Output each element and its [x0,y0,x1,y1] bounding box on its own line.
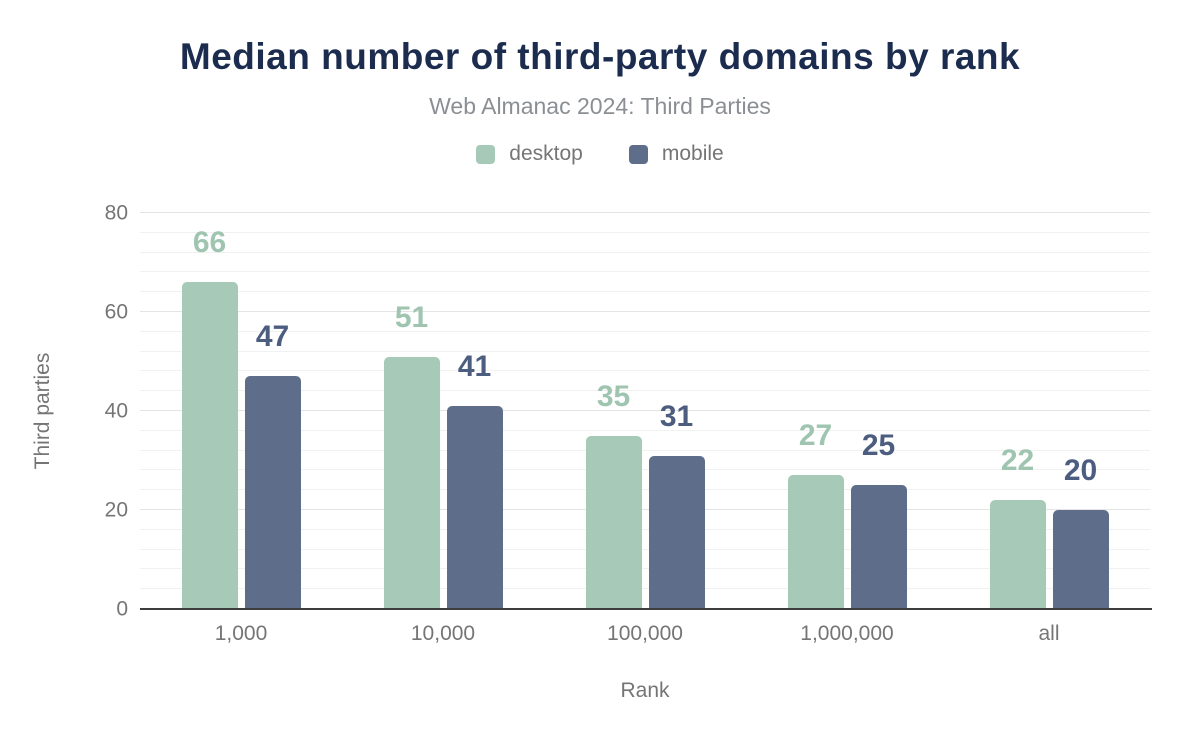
legend-item-mobile: mobile [628,142,724,166]
bar-mobile-all: 20 [1052,456,1109,609]
bar-mobile-100-000: 31 [648,401,705,609]
bar-mobile-1-000-000: 25 [850,431,907,609]
value-label-desktop-1-000: 66 [192,226,227,260]
x-tick-1-000: 1,000 [214,622,268,645]
bar-desktop-10-000: 51 [383,302,440,609]
gridline-major-20 [140,509,1150,510]
value-label-mobile-100-000: 31 [659,399,694,433]
x-tick-10-000: 10,000 [410,622,476,645]
bar-group-1-000-000: 27 25 1,000,000 [746,213,948,645]
legend: desktop mobile [0,142,1200,166]
y-tick-60: 60 [104,300,128,324]
gridline-major-60 [140,311,1150,312]
gridline-minor-76 [140,231,1150,233]
x-axis-title: Rank [620,679,670,702]
gridline-minor-24 [140,489,1150,491]
bar-desktop-100-000: 35 [585,381,642,609]
value-label-mobile-10-000: 41 [457,350,492,384]
gridline-minor-48 [140,370,1150,372]
gridline-major-80 [140,212,1150,213]
gridline-minor-72 [140,251,1150,253]
value-label-mobile-all: 20 [1063,454,1098,487]
value-label-desktop-all: 22 [1000,444,1035,478]
y-axis-ticks: 0 20 40 60 80 [50,203,128,620]
x-tick-100-000: 100,000 [607,622,683,645]
y-tick-80: 80 [104,201,128,225]
y-tick-20: 20 [104,498,128,522]
gridline-major-40 [140,410,1150,411]
chart-subtitle: Web Almanac 2024: Third Parties [429,93,771,119]
bar-groups: 66 47 1,000 51 41 10,000 35 31 100,000 27 25 1,000,… [140,213,1150,645]
gridline-minor-68 [140,271,1150,273]
gridline-minor-16 [140,528,1150,530]
bar-mobile-1-000: 47 [244,322,301,609]
legend-label-mobile: mobile [661,142,724,165]
chart-title: Median number of third-party domains by … [179,36,1021,77]
legend-label-desktop: desktop [509,142,583,165]
plot-area: 66 47 1,000 51 41 10,000 35 31 100,000 27 25 1,000,… [140,212,1152,645]
gridline-minor-32 [140,449,1150,451]
gridline-minor-36 [140,429,1150,431]
y-tick-40: 40 [104,399,128,423]
legend-item-desktop: desktop [476,142,583,166]
bar-group-all: 22 20 all [948,213,1150,645]
gridline-minor-56 [140,330,1150,332]
bar-desktop-1-000: 66 [181,228,238,609]
bar-group-100-000: 35 31 100,000 [544,213,746,645]
bar-mobile-10-000: 41 [446,352,503,609]
gridline-minor-28 [140,469,1150,471]
value-label-desktop-1-000-000: 27 [798,419,833,453]
gridline-minor-52 [140,350,1150,352]
gridline-minor-12 [140,548,1150,550]
x-tick-1-000-000: 1,000,000 [800,622,894,645]
value-label-mobile-1-000: 47 [255,320,290,354]
bar-desktop-all: 22 [989,446,1046,609]
gridline-minor-8 [140,568,1150,570]
gridline-minor-44 [140,390,1150,392]
bar-group-10-000: 51 41 10,000 [342,213,544,645]
gridline-minor-64 [140,291,1150,293]
x-tick-all: all [1038,622,1060,645]
x-axis-baseline [140,608,1152,610]
y-tick-0: 0 [116,597,128,621]
legend-swatch-mobile [628,144,648,164]
value-label-mobile-1-000-000: 25 [861,429,896,463]
value-label-desktop-10-000: 51 [394,300,429,334]
legend-swatch-desktop [476,144,496,164]
bar-group-1-000: 66 47 1,000 [140,213,342,645]
gridline-minor-4 [140,588,1150,590]
value-label-desktop-100-000: 35 [596,379,631,413]
bar-desktop-1-000-000: 27 [787,421,844,609]
